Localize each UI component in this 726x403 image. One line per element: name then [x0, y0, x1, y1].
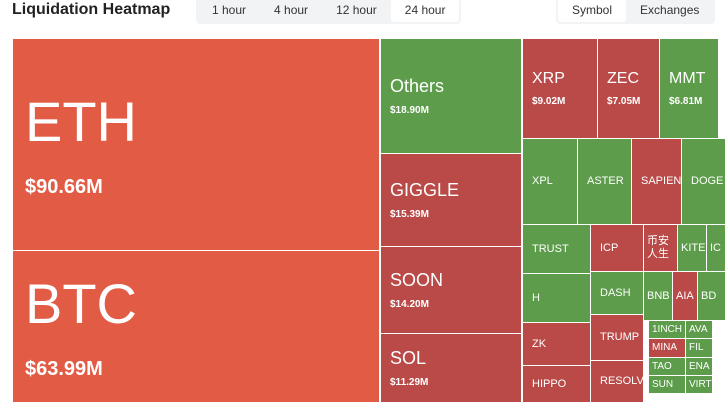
tile[interactable]: ZEC $7.05M — [597, 38, 660, 139]
tile-value: $15.39M — [390, 208, 429, 220]
tile-label: 1INCH — [652, 323, 683, 335]
tile-label: DASH — [600, 286, 631, 299]
tile-label: TRUST — [532, 242, 569, 255]
time-tabs: 1 hour 4 hour 12 hour 24 hour — [196, 0, 462, 24]
tile[interactable]: BTC $63.99M — [12, 250, 380, 403]
tile-label: VIRT — [689, 378, 712, 390]
tile-value: $6.81M — [669, 96, 703, 108]
tile-label: SOON — [390, 270, 444, 291]
tile-value: $14.20M — [390, 298, 429, 310]
tile[interactable]: BD — [697, 271, 726, 321]
tile[interactable]: ETH $90.66M — [12, 38, 380, 251]
tile-label: AIA — [676, 289, 694, 302]
tile-label: SUN — [652, 378, 674, 390]
tile[interactable]: TRUMP — [590, 314, 644, 361]
tab[interactable]: 4 hour — [274, 3, 309, 17]
tile-label: BNB — [647, 289, 670, 302]
tile[interactable]: ASTER — [577, 138, 632, 225]
tile[interactable]: MMT $6.81M — [659, 38, 719, 139]
tab[interactable]: 1 hour — [212, 3, 247, 17]
tab[interactable]: 12 hour — [336, 3, 377, 17]
tile[interactable]: RESOLV — [590, 360, 644, 403]
tile-label: ENA — [689, 360, 710, 372]
tile-value: $63.99M — [25, 358, 103, 381]
tile-label: H — [532, 291, 540, 304]
tile-label: XRP — [532, 69, 565, 87]
tile[interactable]: XPL — [522, 138, 578, 225]
tile[interactable]: XRP $9.02M — [522, 38, 598, 139]
tab[interactable]: 24 hour — [390, 0, 460, 22]
tile[interactable]: SOL $11.29M — [380, 333, 522, 403]
tile[interactable]: VIRT — [685, 375, 713, 394]
page-title: Liquidation Heatmap — [12, 1, 171, 18]
tile-value: $9.02M — [532, 96, 566, 108]
tile-label: ICP — [600, 241, 619, 254]
tile[interactable]: AVA — [685, 320, 713, 339]
tile[interactable]: TRUST — [522, 224, 591, 274]
tile-label: DOGE — [691, 175, 724, 188]
tab[interactable]: Exchanges — [640, 3, 700, 17]
view-tabs: Symbol Exchanges — [556, 0, 716, 24]
tab[interactable]: Symbol — [558, 0, 627, 22]
tile-label: SOL — [390, 348, 427, 369]
tile-label: BD — [701, 289, 717, 302]
tile-label: TRUMP — [600, 331, 640, 344]
tile-label: KITE — [681, 241, 706, 254]
tile[interactable]: DASH — [590, 271, 644, 315]
tile[interactable]: HIPPO — [522, 365, 591, 403]
tile[interactable]: GIGGLE $15.39M — [380, 153, 522, 247]
tile[interactable]: DOGE — [681, 138, 726, 225]
tile-label: MMT — [669, 69, 706, 87]
tile-label: FIL — [689, 342, 704, 354]
tile-label: ETH — [25, 89, 137, 153]
tile-label: ZEC — [607, 69, 639, 87]
tile-label: Others — [390, 76, 445, 97]
tile[interactable]: AIA — [672, 271, 698, 321]
tile[interactable]: SAPIEN — [631, 138, 682, 225]
tile[interactable]: 币安人生 — [643, 224, 678, 272]
tile-label: TAO — [652, 360, 672, 372]
tile[interactable]: FIL — [685, 338, 713, 358]
tile[interactable]: MINA — [648, 338, 686, 358]
tile-label: 币安人生 — [647, 235, 669, 260]
tile[interactable]: ENA — [685, 357, 713, 376]
tile-label: ASTER — [587, 175, 624, 188]
tile[interactable]: KITE — [677, 224, 707, 272]
tile-value: $7.05M — [607, 96, 641, 108]
tile-label: AVA — [689, 323, 708, 335]
tile[interactable]: TAO — [648, 357, 686, 376]
tile-value: $90.66M — [25, 176, 103, 199]
tile-label: XPL — [532, 175, 553, 188]
tile[interactable]: 1INCH — [648, 320, 686, 339]
tile-label: HIPPO — [532, 377, 567, 390]
tile-label: BTC — [25, 271, 137, 335]
tile[interactable]: SOON $14.20M — [380, 246, 522, 334]
tile[interactable]: ICP — [590, 224, 644, 272]
tile[interactable]: H — [522, 273, 591, 323]
tile[interactable]: IC — [706, 224, 726, 272]
tile-label: RESOLV — [600, 375, 644, 388]
tile-label: ZK — [532, 337, 547, 350]
tile[interactable]: SUN — [648, 375, 686, 394]
tile-label: IC — [710, 241, 721, 254]
tile-value: $18.90M — [390, 104, 429, 116]
tile[interactable]: Others $18.90M — [380, 38, 522, 154]
tile[interactable]: ZK — [522, 322, 591, 366]
tile-label: MINA — [652, 342, 677, 354]
tile[interactable]: BNB — [643, 271, 673, 321]
tile-label: GIGGLE — [390, 180, 460, 201]
tile-value: $11.29M — [390, 376, 429, 388]
tile-label: SAPIEN — [641, 175, 682, 188]
